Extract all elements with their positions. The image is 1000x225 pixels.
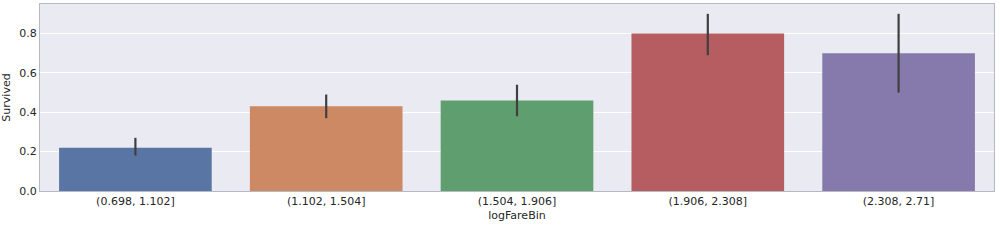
svg-text:0.6: 0.6: [19, 67, 37, 80]
svg-text:(1.102, 1.504]: (1.102, 1.504]: [287, 195, 366, 208]
svg-text:Survived: Survived: [0, 73, 13, 121]
svg-text:(2.308, 2.71]: (2.308, 2.71]: [863, 195, 935, 208]
svg-text:(1.906, 2.308]: (1.906, 2.308]: [669, 195, 748, 208]
svg-text:0.4: 0.4: [19, 106, 37, 119]
svg-text:0.0: 0.0: [19, 185, 37, 198]
svg-text:0.2: 0.2: [19, 145, 37, 158]
svg-text:logFareBin: logFareBin: [488, 209, 545, 222]
svg-text:(0.698, 1.102]: (0.698, 1.102]: [96, 195, 175, 208]
svg-text:(1.504, 1.906]: (1.504, 1.906]: [478, 195, 557, 208]
svg-text:0.8: 0.8: [19, 27, 37, 40]
